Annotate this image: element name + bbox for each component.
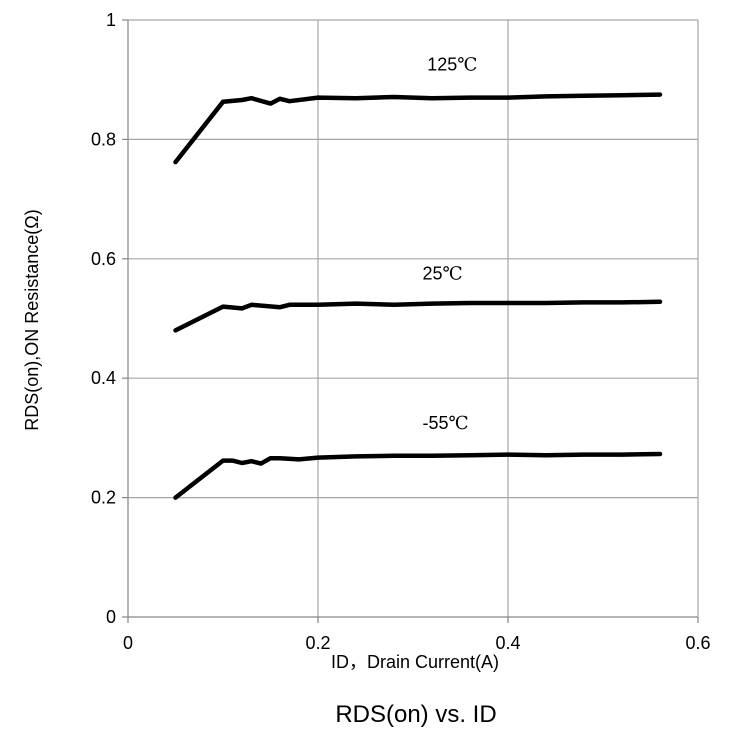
x-tick-label: 0.6 (685, 633, 710, 653)
y-tick-label: 0.8 (91, 129, 116, 149)
y-tick-label: 0.4 (91, 368, 116, 388)
y-tick-label: 0 (106, 607, 116, 627)
axes (122, 19, 699, 623)
series-annotation-0: 125℃ (427, 55, 477, 75)
series-annotations: 125℃ 25℃ -55℃ (423, 55, 478, 433)
series-lines (173, 92, 663, 500)
series-line-1 (173, 299, 663, 333)
x-tick-label: 0.2 (305, 633, 330, 653)
x-tick-label: 0.4 (495, 633, 520, 653)
y-tick-label: 0.6 (91, 249, 116, 269)
grid-lines (128, 19, 699, 617)
series-line-0 (173, 92, 663, 165)
y-tick-label: 1 (106, 10, 116, 30)
y-tick-label: 0.2 (91, 488, 116, 508)
y-axis-label: RDS(on),ON Resistance(Ω) (22, 209, 42, 431)
x-tick-label: 0 (123, 633, 133, 653)
x-axis-label: ID，Drain Current(A) (331, 652, 499, 672)
chart-title: RDS(on) vs. ID (335, 701, 496, 728)
series-line-2 (173, 451, 663, 500)
y-tick-labels: 0 0.2 0.4 0.6 0.8 1 (91, 10, 116, 627)
series-annotation-2: -55℃ (423, 413, 469, 433)
x-tick-labels: 0 0.2 0.4 0.6 (123, 633, 711, 653)
series-annotation-1: 25℃ (423, 264, 463, 284)
